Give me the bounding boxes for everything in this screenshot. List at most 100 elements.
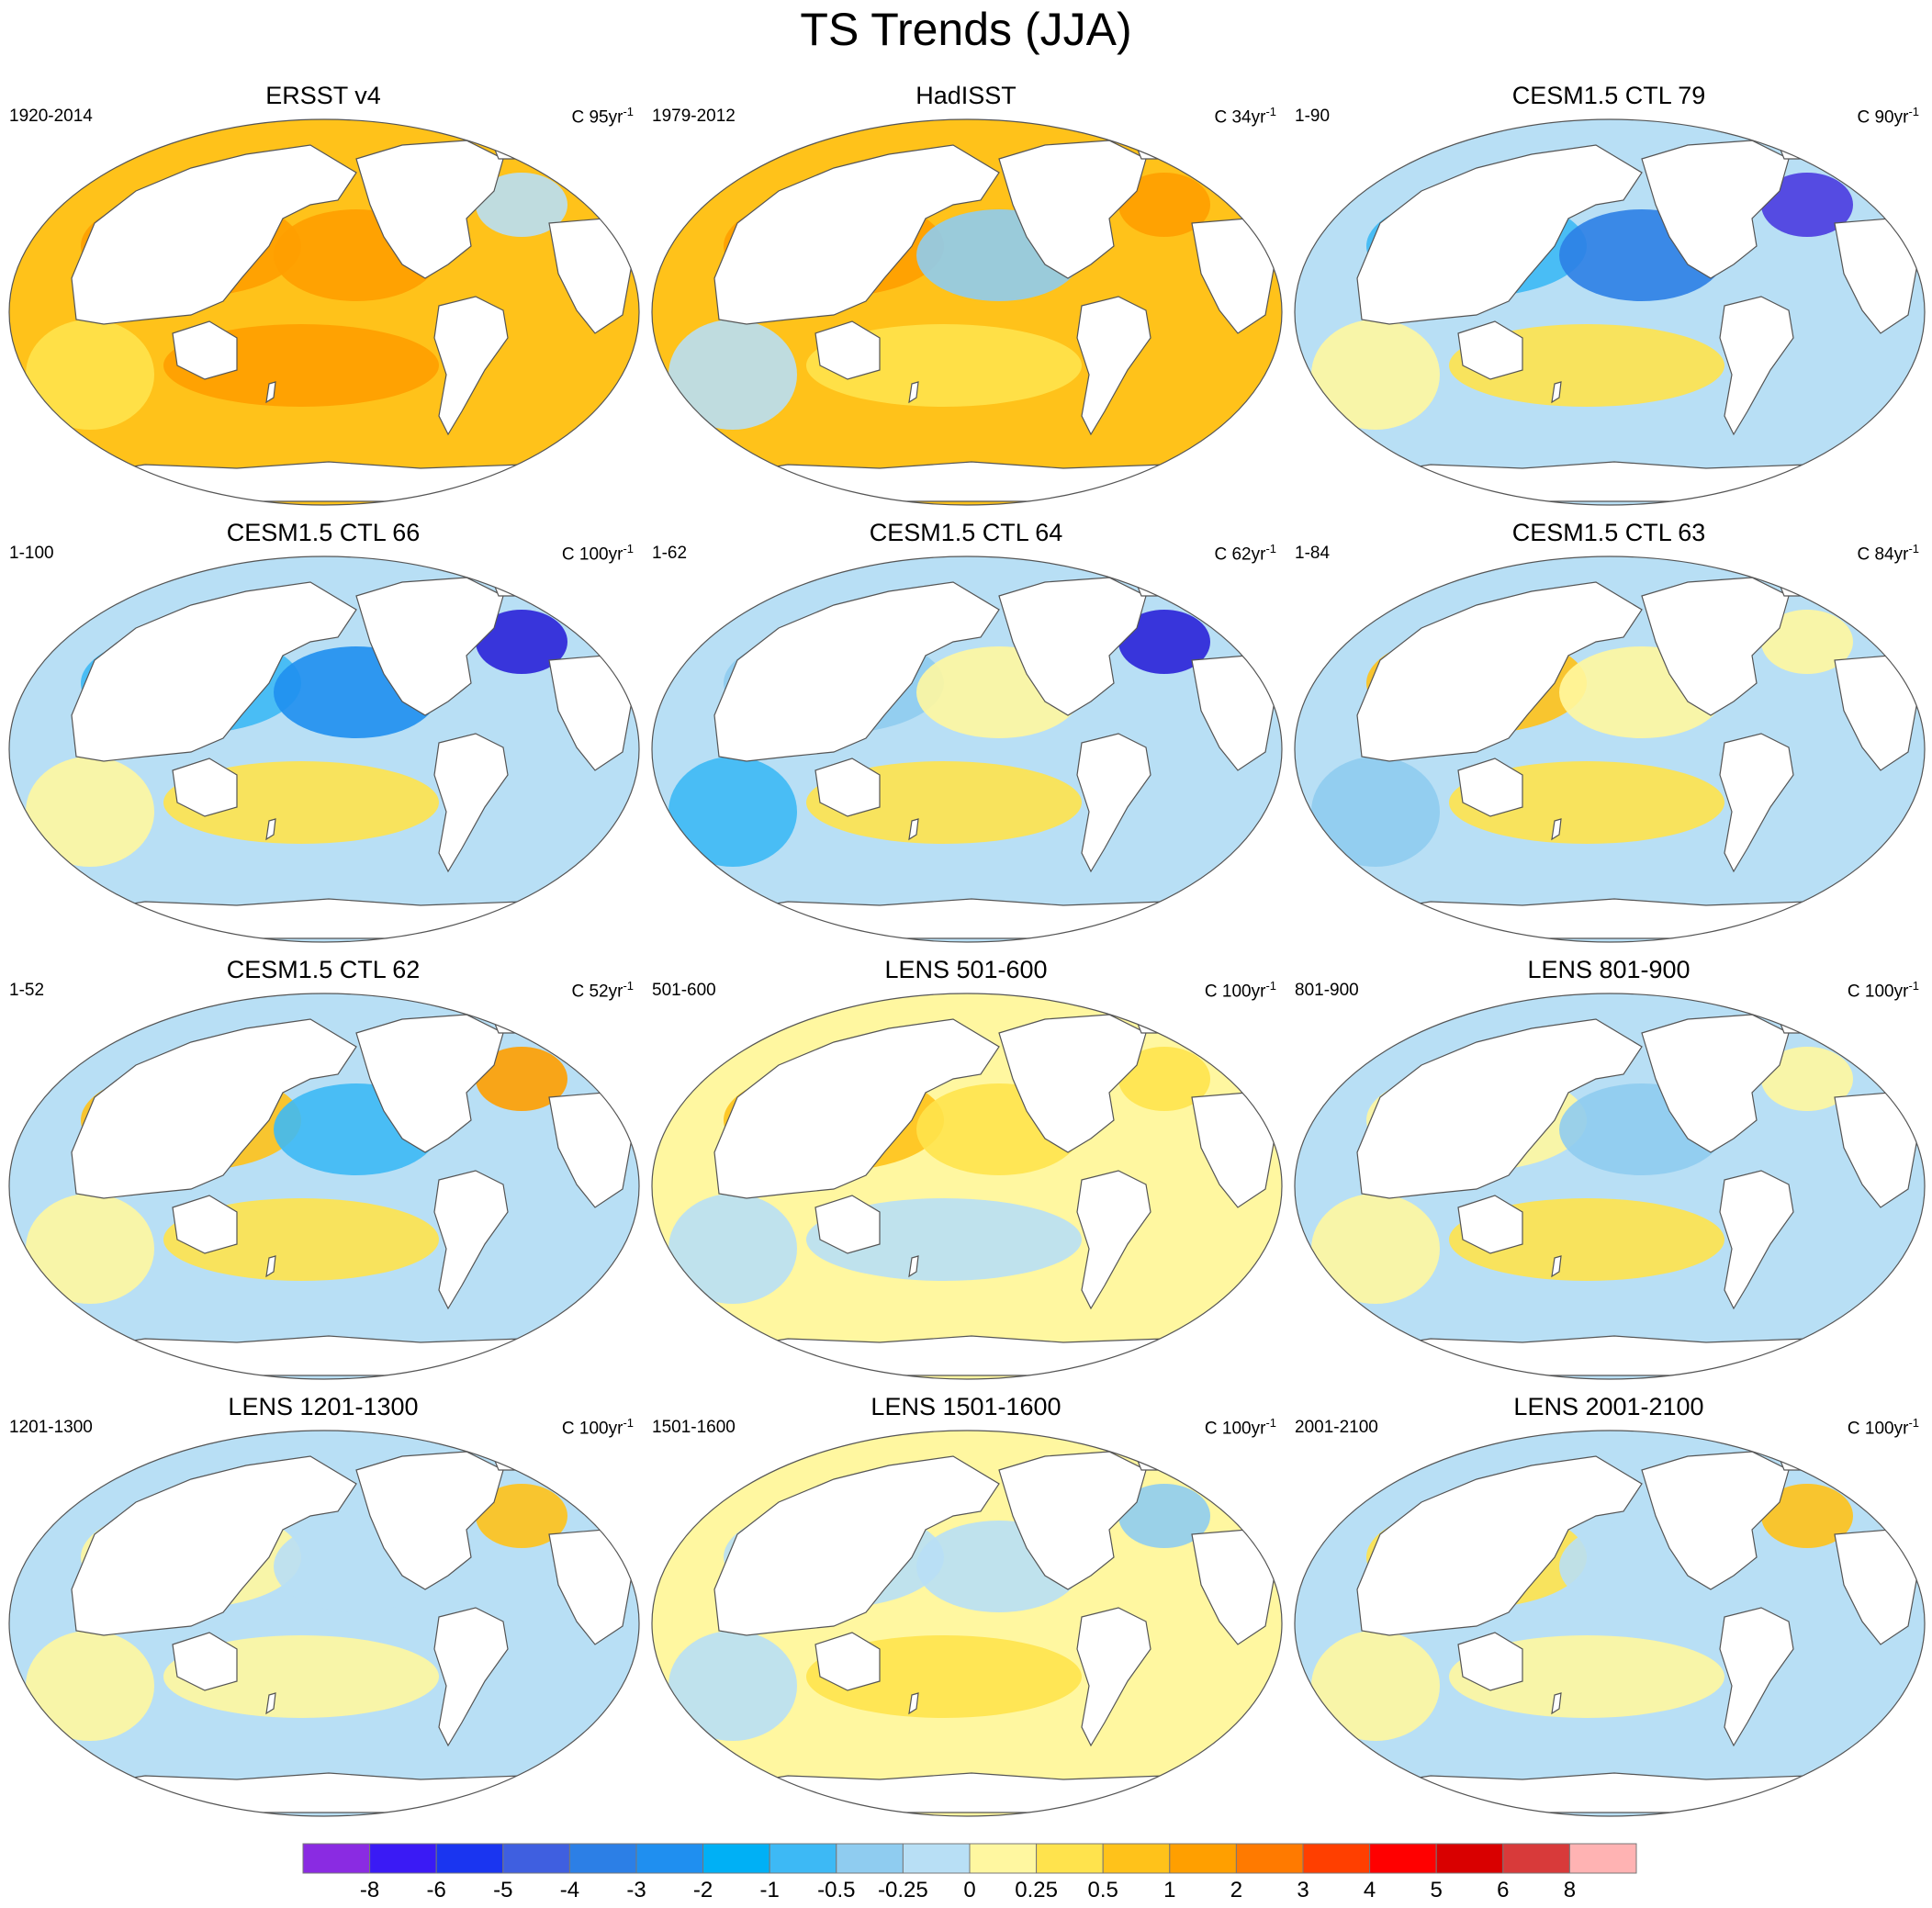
australia-landmass <box>172 758 238 817</box>
panel-units: C 100yr-1 <box>1848 975 1919 1003</box>
units-text: C 100yr <box>1204 982 1266 1002</box>
map-panel: LENS 1501-1600 1501-1600 C 100yr-1 <box>646 1392 1286 1822</box>
map-border <box>8 1430 640 1817</box>
panel-units: C 100yr-1 <box>1205 975 1276 1003</box>
units-exponent: -1 <box>623 1416 634 1430</box>
map-field <box>9 556 639 942</box>
colorbar-swatch <box>702 1843 770 1874</box>
colorbar-label: 5 <box>1431 1878 1443 1902</box>
map-field <box>1295 556 1925 942</box>
panel-title: CESM1.5 CTL 66 <box>226 519 421 546</box>
panel-period: 1920-2014 <box>9 107 93 126</box>
anomaly-patch <box>1311 320 1440 430</box>
south-america-landmass <box>1719 1170 1794 1310</box>
anomaly-patch <box>1761 1047 1853 1111</box>
new-zealand-landmass <box>908 1255 919 1278</box>
panel-title: CESM1.5 CTL 64 <box>869 519 1063 546</box>
australia-landmass <box>172 320 238 380</box>
colorbar-label: -5 <box>493 1878 512 1902</box>
australia-landmass <box>172 1195 238 1254</box>
units-exponent: -1 <box>623 542 634 556</box>
colorbar-label: -6 <box>427 1878 446 1902</box>
colorbar-swatch <box>568 1843 637 1874</box>
map-field <box>652 556 1282 942</box>
panel-title: CESM1.5 CTL 62 <box>226 956 421 983</box>
panel-units: C 100yr-1 <box>562 538 634 566</box>
colorbar-swatch <box>1102 1843 1171 1874</box>
new-zealand-landmass <box>1551 381 1562 404</box>
panel-title: ERSST v4 <box>265 82 381 109</box>
colorbar-label: 0.25 <box>1015 1878 1058 1902</box>
figure-title: TS Trends (JJA) <box>800 4 1132 55</box>
australia-landmass <box>1457 1632 1523 1691</box>
australia-landmass <box>172 1632 238 1691</box>
units-exponent: -1 <box>1908 105 1919 118</box>
south-america-landmass <box>433 733 509 873</box>
units-text: C 100yr <box>1847 1419 1909 1439</box>
asia-landmass <box>1356 1455 1643 1636</box>
colorbar-label: 0 <box>963 1878 975 1902</box>
antarctica-landmass <box>41 1335 606 1376</box>
colorbar-swatch <box>1568 1843 1637 1874</box>
australia-landmass <box>1457 758 1523 817</box>
colorbar-swatch <box>902 1843 971 1874</box>
map-border <box>8 118 640 506</box>
panel-title: CESM1.5 CTL 63 <box>1511 519 1706 546</box>
colorbar-label: -2 <box>693 1878 713 1902</box>
anomaly-patch <box>26 320 154 430</box>
south-america-landmass <box>1719 1607 1794 1747</box>
asia-landmass <box>71 1455 357 1636</box>
map-panel: LENS 2001-2100 2001-2100 C 100yr-1 <box>1289 1392 1928 1822</box>
world-map <box>8 993 640 1380</box>
units-exponent: -1 <box>1265 979 1276 993</box>
south-america-landmass <box>1719 296 1794 436</box>
colorbar-label: 2 <box>1230 1878 1242 1902</box>
units-exponent: -1 <box>1908 1416 1919 1430</box>
asia-landmass <box>713 581 1000 762</box>
anomaly-patch <box>476 610 567 674</box>
asia-landmass <box>713 144 1000 325</box>
world-map <box>651 993 1283 1380</box>
panel-period: 801-900 <box>1295 981 1359 1000</box>
south-america-landmass <box>1076 1607 1151 1747</box>
units-text: C 100yr <box>1204 1419 1266 1439</box>
panel-period: 1-84 <box>1295 544 1331 563</box>
south-america-landmass <box>433 296 509 436</box>
units-exponent: -1 <box>1908 979 1919 993</box>
anomaly-patch <box>1118 610 1210 674</box>
anomaly-patch <box>668 757 797 867</box>
australia-landmass <box>814 1632 881 1691</box>
australia-landmass <box>814 320 881 380</box>
units-text: C 52yr <box>571 982 623 1002</box>
units-text: C 84yr <box>1857 544 1909 565</box>
south-america-landmass <box>1076 733 1151 873</box>
colorbar-label: -0.25 <box>878 1878 928 1902</box>
anomaly-patch <box>1118 173 1210 237</box>
new-zealand-landmass <box>1551 818 1562 841</box>
map-border <box>651 556 1283 943</box>
asia-landmass <box>1356 144 1643 325</box>
antarctica-landmass <box>684 461 1249 502</box>
world-map <box>1294 556 1926 943</box>
colorbar-label: 6 <box>1497 1878 1509 1902</box>
units-exponent: -1 <box>1265 542 1276 556</box>
antarctica-landmass <box>684 898 1249 939</box>
anomaly-patch <box>26 1194 154 1304</box>
antarctica-landmass <box>1327 1772 1892 1813</box>
new-zealand-landmass <box>265 818 276 841</box>
panel-units: C 84yr-1 <box>1857 538 1919 566</box>
antarctica-landmass <box>684 1772 1249 1813</box>
panel-period: 1501-1600 <box>652 1418 736 1437</box>
panel-title: LENS 801-900 <box>1527 956 1690 983</box>
panel-title: LENS 1201-1300 <box>228 1393 419 1420</box>
map-panel: CESM1.5 CTL 62 1-52 C 52yr-1 <box>4 955 643 1385</box>
map-panel: ERSST v4 1920-2014 C 95yr-1 <box>4 81 643 511</box>
new-zealand-landmass <box>1551 1692 1562 1715</box>
map-field <box>1295 119 1925 505</box>
panel-units: C 100yr-1 <box>1205 1412 1276 1440</box>
colorbar-label: 4 <box>1364 1878 1376 1902</box>
asia-landmass <box>1356 1018 1643 1199</box>
new-zealand-landmass <box>265 381 276 404</box>
panel-period: 501-600 <box>652 981 716 1000</box>
antarctica-landmass <box>1327 461 1892 502</box>
